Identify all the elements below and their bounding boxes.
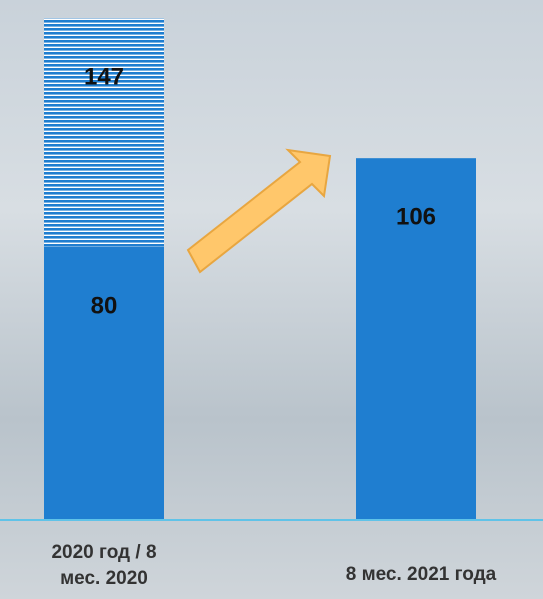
plot: 147 80 106 — [0, 0, 543, 599]
x-tick-label: 8 мес. 2021 года — [306, 562, 536, 588]
value-label: 147 — [84, 64, 124, 91]
value-label: 80 — [91, 292, 118, 319]
x-tick-label: 2020 год / 8 мес. 2020 — [29, 540, 179, 592]
bar — [44, 247, 164, 520]
value-label: 106 — [396, 204, 436, 231]
growth-arrow — [188, 150, 330, 272]
chart: 147 80 106 2020 год / 8 мес. 2020 8 мес. 20… — [0, 0, 543, 599]
